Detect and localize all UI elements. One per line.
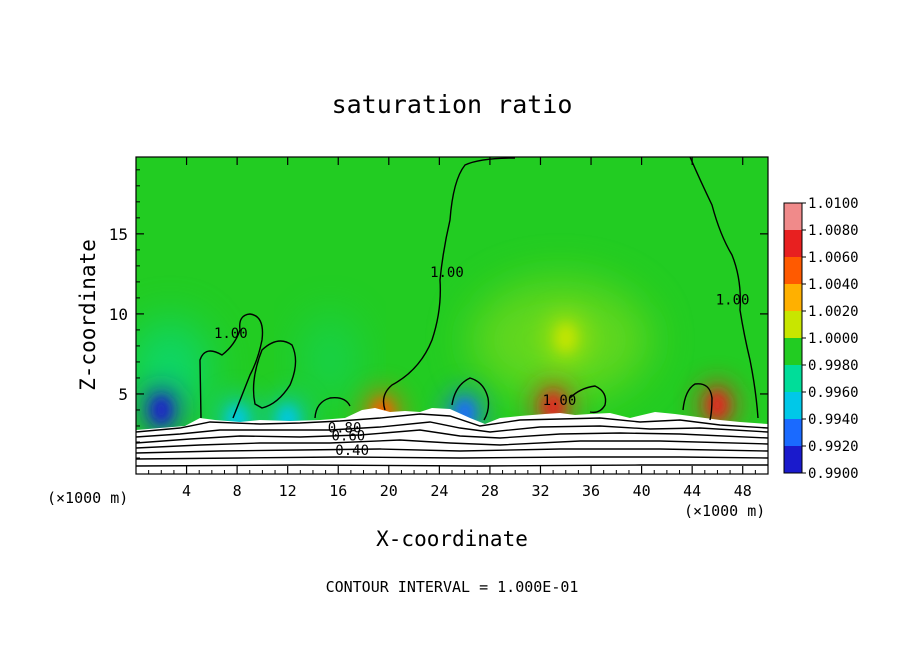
contour-1.00-g (569, 385, 607, 414)
contour-label-layer: 1.00 1.00 1.00 1.00 0.800.600.40 (214, 265, 750, 459)
colorbar-label-4: 1.0020 (808, 304, 859, 320)
contour-0.90 (136, 413, 768, 433)
contour-label-3: 1.00 (716, 292, 750, 308)
colorbar: 1.0100 1.0080 1.0060 1.0040 1.0020 1.0000 0.99… (783, 196, 859, 482)
x-tick-label-6: 28 (481, 482, 499, 500)
x-tick-label-4: 20 (380, 482, 398, 500)
contour-1.00-e (314, 396, 351, 419)
y-tick-label-0: 5 (118, 385, 128, 404)
contour-0.60 (136, 439, 768, 449)
contour-1.00-c (382, 157, 516, 411)
x-tick-label-10: 44 (683, 482, 701, 500)
contour-0.40 (136, 456, 768, 460)
x-tick-label-11: 48 (734, 482, 752, 500)
colorbar-label-7: 0.9960 (808, 385, 859, 401)
contour-0.70 (136, 429, 768, 444)
x-tick-label-0: 4 (182, 482, 191, 500)
colorbar-swatch-1 (784, 230, 802, 257)
x-tick-label-1: 8 (233, 482, 242, 500)
x-axis-label: X-coordinate (376, 527, 528, 551)
colorbar-label-9: 0.9920 (808, 439, 859, 455)
contour-label-4: 0.80 (328, 420, 362, 436)
x-tick-label-8: 36 (582, 482, 600, 500)
colorbar-label-2: 1.0060 (808, 250, 859, 266)
contour-interval-note: CONTOUR INTERVAL = 1.000E-01 (326, 578, 579, 596)
y-tick-label-2: 15 (109, 225, 128, 244)
contour-0.30 (136, 464, 768, 467)
contour-1.00-b (252, 340, 297, 409)
contour-1.00-a (199, 313, 264, 419)
colorbar-swatch-7 (784, 392, 802, 419)
colorbar-label-10: 0.9900 (808, 466, 859, 482)
colorbar-label-5: 1.0000 (808, 331, 859, 347)
x-tick-label-9: 40 (633, 482, 651, 500)
colorbar-swatch-9 (784, 446, 802, 473)
x-tick-label-3: 16 (329, 482, 347, 500)
colorbar-label-0: 1.0100 (808, 196, 859, 212)
colorbar-label-6: 0.9980 (808, 358, 859, 374)
colorbar-label-8: 0.9940 (808, 412, 859, 428)
y-tick-label-1: 10 (109, 305, 128, 324)
colorbar-swatch-4 (784, 311, 802, 338)
colorbar-label-3: 1.0040 (808, 277, 859, 293)
contour-label-1: 1.00 (430, 265, 464, 281)
feature-moist-core-7 (555, 323, 576, 352)
x-tick-label-7: 32 (531, 482, 549, 500)
colorbar-swatch-5 (784, 338, 802, 365)
contour-0.50 (136, 448, 768, 454)
plot-area: 1.00 1.00 1.00 1.00 0.800.600.40 (136, 157, 768, 474)
x-unit-left: (×1000 m) (47, 489, 128, 507)
colorbar-swatch-6 (784, 365, 802, 392)
contour-label-6: 0.40 (335, 443, 369, 459)
x-tick-label-5: 24 (430, 482, 448, 500)
feature-dry-core-0 (151, 395, 172, 424)
contour-label-0: 1.00 (214, 326, 248, 342)
colorbar-swatch-2 (784, 257, 802, 284)
contour-1.00-h (682, 383, 713, 421)
contour-label-5: 0.60 (331, 428, 365, 444)
colorbar-swatch-8 (784, 419, 802, 446)
contour-1.00-f (451, 377, 490, 421)
contour-1.00-d (689, 157, 759, 419)
colorbar-label-1: 1.0080 (808, 223, 859, 239)
contour-label-2: 1.00 (543, 393, 577, 409)
dry-region-mid (302, 315, 358, 405)
chart-title: saturation ratio (332, 90, 573, 119)
x-unit-right: (×1000 m) (684, 502, 765, 520)
contour-lines (136, 157, 768, 467)
colorbar-swatch-3 (784, 284, 802, 311)
x-tick-label-2: 12 (279, 482, 297, 500)
y-axis-label: Z-coordinate (76, 239, 100, 391)
colorbar-swatch-0 (784, 203, 802, 230)
contour-0.80 (136, 421, 768, 438)
